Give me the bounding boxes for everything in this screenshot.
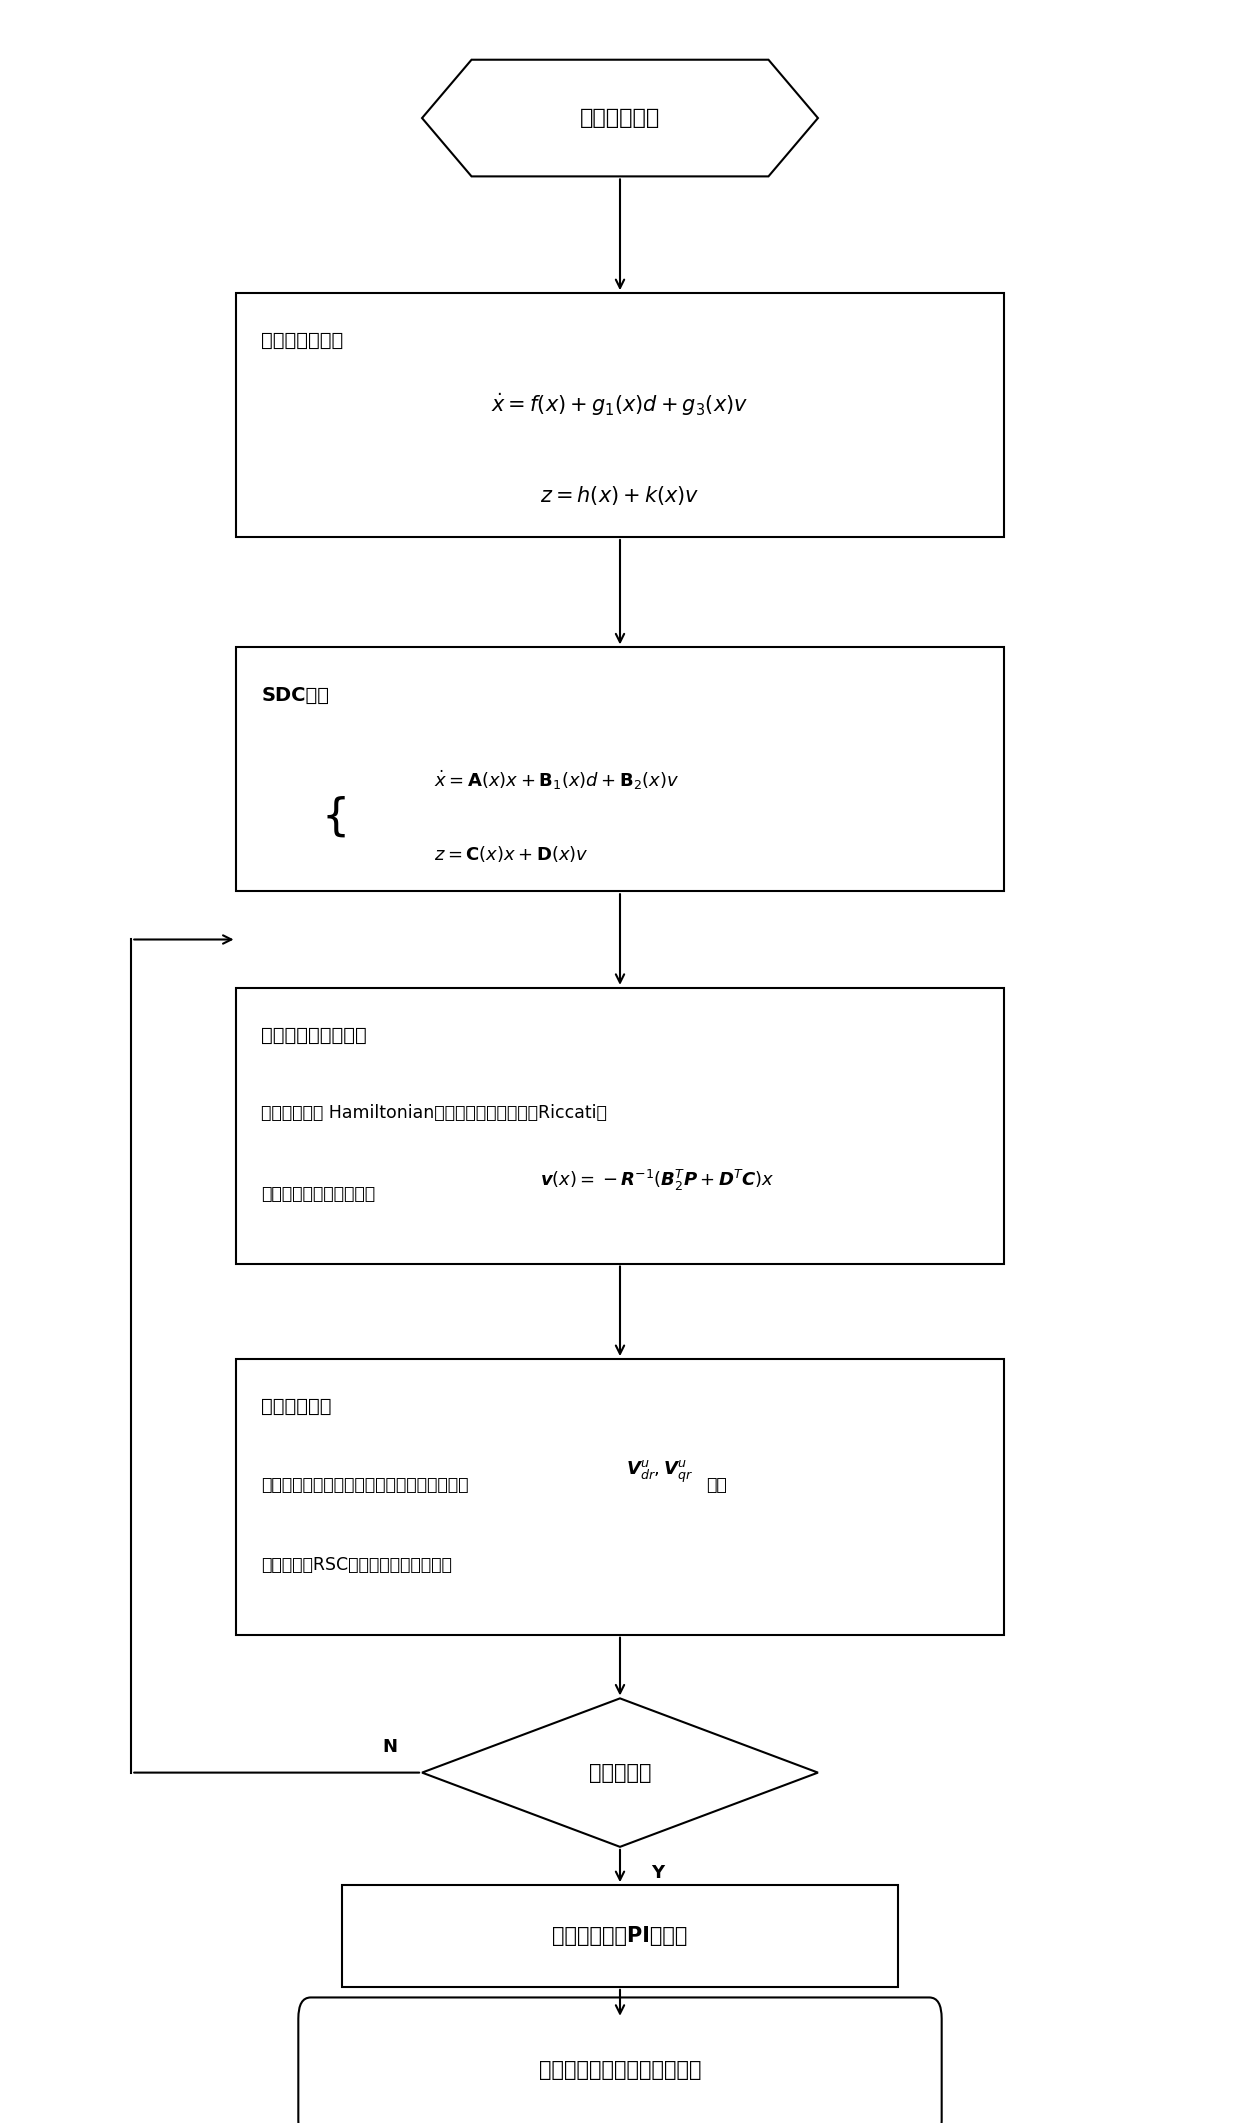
FancyBboxPatch shape	[237, 988, 1003, 1264]
Text: $\dot{x} = \mathbf{A}(x)x + \mathbf{B}_1(x)d + \mathbf{B}_2(x)v$: $\dot{x} = \mathbf{A}(x)x + \mathbf{B}_1…	[434, 769, 680, 792]
Text: 应用状态相关 Hamiltonian矩阵，求解状态相关的Riccati方: 应用状态相关 Hamiltonian矩阵，求解状态相关的Riccati方	[262, 1104, 608, 1121]
Polygon shape	[422, 1699, 818, 1848]
Text: 程，得到状态反馈控制器: 程，得到状态反馈控制器	[262, 1185, 376, 1202]
FancyBboxPatch shape	[237, 1359, 1003, 1635]
Text: 迭代求解该控制问题: 迭代求解该控制问题	[262, 1026, 367, 1045]
FancyBboxPatch shape	[342, 1884, 898, 1986]
Text: SDC分解: SDC分解	[262, 686, 329, 705]
Text: $z = \mathbf{C}(x)x + \mathbf{D}(x)v$: $z = \mathbf{C}(x)x + \mathbf{D}(x)v$	[434, 843, 589, 864]
Text: 控制问题描述：: 控制问题描述：	[262, 331, 343, 350]
FancyBboxPatch shape	[299, 1997, 941, 2124]
Polygon shape	[422, 59, 818, 176]
Text: N: N	[382, 1737, 397, 1757]
Text: 更新控制输入: 更新控制输入	[262, 1398, 332, 1417]
Text: 电网发生故障: 电网发生故障	[580, 108, 660, 127]
Text: 切换到传统的PI控制器: 切换到传统的PI控制器	[552, 1926, 688, 1946]
Text: $\dot{x} = f(x) + g_1(x)d + g_3(x)v$: $\dot{x} = f(x) + g_1(x)d + g_3(x)v$	[491, 391, 749, 418]
Text: $\boldsymbol{V}_{dr}^u, \boldsymbol{V}_{qr}^u$: $\boldsymbol{V}_{dr}^u, \boldsymbol{V}_{…	[626, 1459, 693, 1485]
Text: $z = h(x) + k(x)v$: $z = h(x) + k(x)v$	[541, 484, 699, 508]
Text: ，并: ，并	[707, 1476, 728, 1493]
Text: 暂态结束？: 暂态结束？	[589, 1763, 651, 1782]
FancyBboxPatch shape	[237, 648, 1003, 892]
Text: 根据转子电流限制机制，获得更新的控制输入: 根据转子电流限制机制，获得更新的控制输入	[262, 1476, 469, 1493]
Text: {: {	[321, 796, 350, 839]
Text: 实现故障穿越并提升控制性能: 实现故障穿越并提升控制性能	[538, 2060, 702, 2079]
Text: 将其注入到RSC转换器进行相应的控制: 将其注入到RSC转换器进行相应的控制	[262, 1557, 453, 1574]
Text: Y: Y	[651, 1865, 665, 1882]
FancyBboxPatch shape	[237, 293, 1003, 537]
Text: $\boldsymbol{v}(x) = -\boldsymbol{R}^{-1}(\boldsymbol{B}_2^T\boldsymbol{P} + \bo: $\boldsymbol{v}(x) = -\boldsymbol{R}^{-1…	[539, 1168, 774, 1194]
